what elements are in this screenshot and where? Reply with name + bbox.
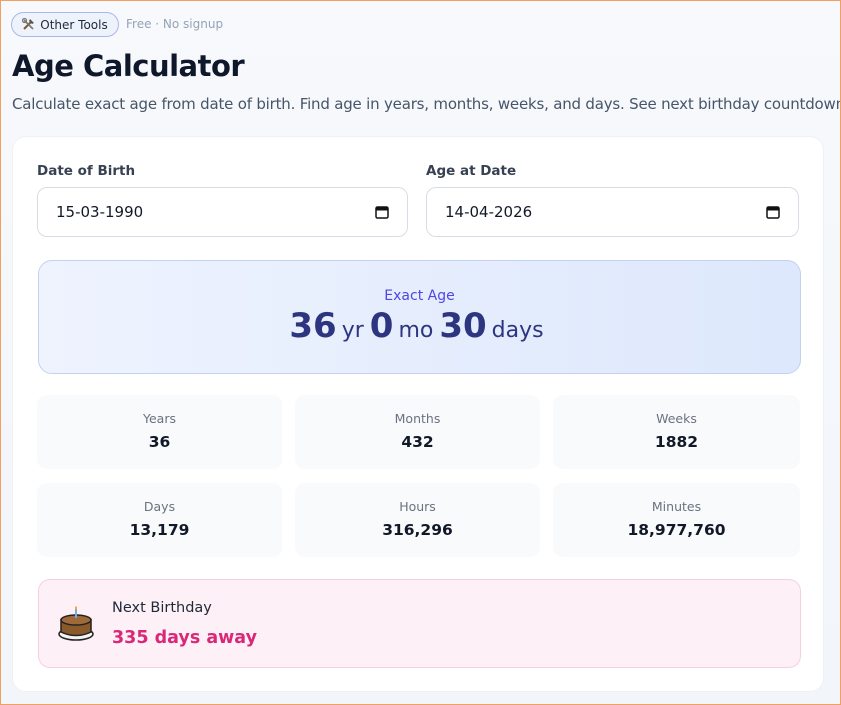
stat-tile: Days 13,179 xyxy=(37,483,282,557)
field-label: Date of Birth xyxy=(37,163,136,179)
stat-label: Weeks xyxy=(656,411,697,426)
badge-text: Other Tools xyxy=(40,17,108,32)
next-birthday-label: Next Birthday xyxy=(112,600,212,616)
stat-tile: Hours 316,296 xyxy=(295,483,540,557)
date-input[interactable]: 14-04-2026 xyxy=(426,187,799,237)
stat-label: Days xyxy=(143,499,176,514)
stat-tile: Years 36 xyxy=(37,395,282,469)
stat-label: Hours xyxy=(399,499,436,514)
age-unit: days xyxy=(491,318,544,343)
stat-tile: Minutes 18,977,760 xyxy=(553,483,800,557)
exact-age-value: 36 yr 0 mo 30 days xyxy=(39,306,800,346)
stat-label: Years xyxy=(143,411,176,426)
next-birthday-panel: Next Birthday 335 days away xyxy=(38,579,801,668)
stat-tile: Weeks 1882 xyxy=(553,395,800,469)
stat-value: 36 xyxy=(148,433,171,451)
exact-age-panel: Exact Age 36 yr 0 mo 30 days xyxy=(38,260,801,374)
stat-label: Minutes xyxy=(651,499,702,514)
exact-age-label: Exact Age xyxy=(384,288,455,304)
stat-value: 1882 xyxy=(654,433,699,451)
cake-icon xyxy=(58,606,94,641)
field-label: Age at Date xyxy=(426,163,517,179)
stat-value: 18,977,760 xyxy=(627,521,726,539)
page-title: Age Calculator xyxy=(12,49,245,83)
age-number: 30 xyxy=(439,306,487,346)
note: Free · No signup xyxy=(126,17,224,31)
date-value: 14-04-2026 xyxy=(445,203,533,221)
date-input[interactable]: 15-03-1990 xyxy=(37,187,408,237)
age-number: 0 xyxy=(369,306,394,346)
age-number: 36 xyxy=(289,306,337,346)
description: Calculate exact age from date of birth. … xyxy=(12,95,841,113)
stat-value: 432 xyxy=(401,433,434,451)
next-birthday-value: 335 days away xyxy=(112,628,257,648)
age-unit: yr xyxy=(341,318,364,343)
other-tools-badge[interactable]: Other Tools xyxy=(11,12,119,37)
calendar-icon[interactable] xyxy=(766,205,780,219)
tools-icon xyxy=(22,18,35,30)
calculator-card: Date of Birth 15-03-1990 Age at Date 14-04-… xyxy=(12,136,824,692)
stat-tile: Months 432 xyxy=(295,395,540,469)
date-value: 15-03-1990 xyxy=(56,203,144,221)
stat-value: 316,296 xyxy=(382,521,453,539)
stat-value: 13,179 xyxy=(129,521,190,539)
calendar-icon[interactable] xyxy=(375,205,389,219)
stat-label: Months xyxy=(394,411,441,426)
age-unit: mo xyxy=(398,318,434,343)
